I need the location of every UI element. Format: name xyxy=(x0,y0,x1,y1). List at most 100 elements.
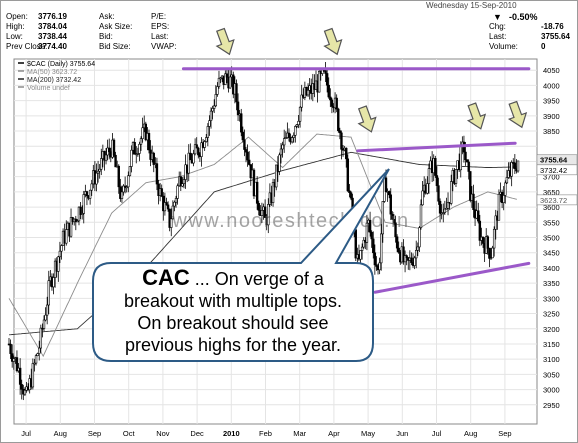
candle-body xyxy=(34,355,38,364)
candle-body xyxy=(504,182,507,196)
candle-body xyxy=(464,151,467,160)
quote-col2: Ask: Ask Size: Bid: Bid Size: xyxy=(99,12,159,54)
y-tick-label: 3000 xyxy=(543,386,560,395)
candle-body xyxy=(375,264,378,267)
x-tick-label: Sep xyxy=(498,429,511,438)
candle-body xyxy=(292,134,295,138)
quote-label: Ask: xyxy=(99,12,115,21)
y-tick-label: 3150 xyxy=(543,340,560,349)
candle-body xyxy=(236,101,240,116)
candle-body xyxy=(193,144,197,155)
candle-body xyxy=(160,188,163,197)
candle-body xyxy=(421,190,424,206)
candle-body xyxy=(434,158,437,176)
candle-body xyxy=(179,176,182,187)
candle-body xyxy=(173,201,176,207)
candle-body xyxy=(108,147,111,152)
quote-label: VWAP: xyxy=(151,42,177,51)
candle-body xyxy=(360,246,364,251)
candle-body xyxy=(337,108,340,131)
candle-body xyxy=(384,177,388,193)
candle-body xyxy=(348,190,351,193)
candle-body xyxy=(478,220,482,241)
candle-body xyxy=(166,204,170,210)
candle-body xyxy=(195,144,198,149)
quote-value: 3755.64 xyxy=(541,32,570,41)
candle-body xyxy=(76,220,79,223)
quote-col3: P/E: EPS: Last: VWAP: xyxy=(151,12,211,54)
price-badge xyxy=(536,164,577,176)
y-tick-label: 3850 xyxy=(543,127,560,136)
arrow-shape xyxy=(357,105,377,133)
candle-body xyxy=(213,105,216,109)
candle-body xyxy=(467,161,470,172)
candle-body xyxy=(228,76,232,89)
candle-body xyxy=(90,183,93,191)
candle-body xyxy=(488,248,491,259)
arrow-shape xyxy=(215,27,235,56)
y-tick-label: 3200 xyxy=(543,325,560,334)
x-tick-label: 2010 xyxy=(223,429,240,438)
candle-body xyxy=(327,84,330,98)
price-badge-label: 3623.72 xyxy=(540,196,567,205)
candle-body xyxy=(187,152,190,174)
y-tick-label: 3300 xyxy=(543,294,560,303)
candle-body xyxy=(489,257,493,260)
candle-body xyxy=(214,94,217,107)
plot-area xyxy=(13,58,538,425)
quote-value: -18.76 xyxy=(541,22,564,31)
candle-body xyxy=(255,181,259,204)
candle-body xyxy=(418,227,421,248)
candle-body xyxy=(402,246,405,263)
candle-body xyxy=(163,202,167,212)
candle-body xyxy=(200,142,203,157)
candle-body xyxy=(152,152,155,165)
candle-body xyxy=(112,139,116,156)
candle-body xyxy=(437,185,440,202)
candle-body xyxy=(114,154,117,168)
candle-body xyxy=(419,204,423,228)
arrow-icon xyxy=(507,100,528,129)
y-tick-label: 3400 xyxy=(543,264,560,273)
candle-body xyxy=(216,86,219,95)
arrow-shape xyxy=(507,100,528,129)
x-tick-label: Jul xyxy=(432,429,442,438)
watermark: www.nooreshtech.co.in xyxy=(171,210,409,232)
callout-line1: ... On verge of a xyxy=(189,269,324,289)
candle-body xyxy=(394,222,397,238)
price-badge xyxy=(536,194,577,206)
candle-body xyxy=(294,126,297,136)
candle-body xyxy=(20,384,23,390)
candle-body xyxy=(85,191,89,197)
candle-body xyxy=(136,153,140,155)
candle-body xyxy=(125,186,128,189)
candle-body xyxy=(472,193,475,210)
candle-body xyxy=(340,132,343,150)
candle-body xyxy=(241,131,245,141)
x-tick-label: Oct xyxy=(123,429,136,438)
quote-col4: Chg: -18.76 Last: 3755.64 Volume: 0 xyxy=(489,22,577,54)
candle-body xyxy=(18,367,22,385)
candle-body xyxy=(174,198,178,203)
candle-body xyxy=(65,229,68,244)
candle-body xyxy=(284,137,287,139)
y-tick-label: 3450 xyxy=(543,249,560,258)
arrow-icon xyxy=(466,102,487,130)
y-tick-label: 3500 xyxy=(543,234,560,243)
callout-line4: previous highs for the year. xyxy=(124,335,342,355)
candle-body xyxy=(243,139,246,150)
y-tick-label: 4050 xyxy=(543,66,560,75)
candle-body xyxy=(349,192,353,199)
candle-body xyxy=(147,133,151,151)
quote-label: Volume: xyxy=(489,42,518,51)
candle-body xyxy=(12,358,15,362)
callout-bold: CAC xyxy=(142,265,190,290)
candle-body xyxy=(426,183,429,194)
candle-body xyxy=(415,249,418,259)
y-tick-label: 3650 xyxy=(543,188,560,197)
candle-body xyxy=(168,208,171,228)
arrow-icon xyxy=(357,105,377,133)
y-tick-label: 3100 xyxy=(543,355,560,364)
candle-body xyxy=(271,182,275,203)
candle-body xyxy=(247,159,251,165)
